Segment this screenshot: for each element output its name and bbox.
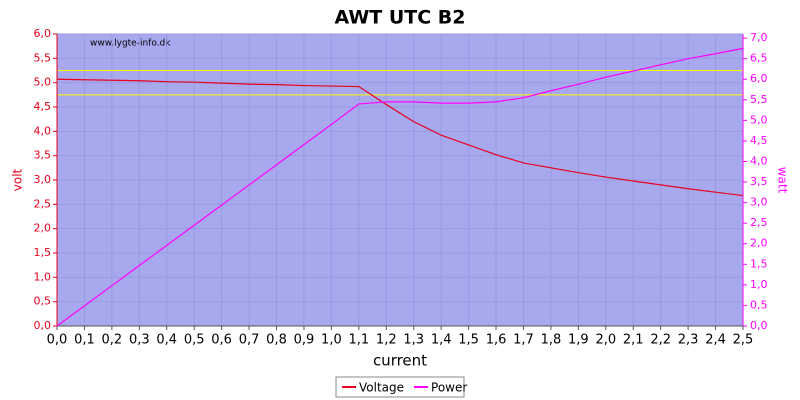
y-axis-title: volt: [11, 168, 25, 191]
y-tick-label: 5,5: [34, 51, 52, 64]
y-tick-label: 4,5: [34, 100, 52, 113]
y2-axis-title: watt: [776, 167, 790, 194]
y2-tick-label: 0,5: [750, 298, 768, 311]
y2-tick-label: 3,5: [750, 175, 768, 188]
legend-label: Voltage: [359, 381, 404, 395]
y2-tick-label: 0,0: [750, 319, 768, 332]
y-tick-label: 4,0: [34, 124, 52, 137]
legend-box: [335, 376, 465, 398]
y2-tick-label: 4,5: [750, 134, 768, 147]
series-line: [56, 78, 744, 197]
x-tick-label: 1,2: [376, 333, 397, 348]
watermark: www.lygte-info.dk: [90, 39, 171, 49]
y2-tick-label: 4,0: [750, 154, 768, 167]
y-tick-label: 5,0: [34, 76, 52, 89]
x-tick-label: 0,5: [184, 333, 205, 348]
x-tick-label: 1,8: [541, 333, 562, 348]
y2-tick-label: 1,0: [750, 278, 768, 291]
chart-title: AWT UTC B2: [334, 7, 465, 29]
y2-tick-label: 6,0: [750, 72, 768, 85]
x-tick-label: 1,6: [486, 333, 507, 348]
y-tick-label: 0,0: [34, 319, 52, 332]
x-tick-label: 1,5: [458, 333, 479, 348]
y2-tick-label: 3,0: [750, 196, 768, 209]
y2-tick-label: 6,5: [750, 52, 768, 65]
x-tick-label: 0,9: [294, 333, 315, 348]
x-tick-label: 1,0: [321, 333, 342, 348]
x-tick-label: 0,0: [47, 333, 68, 348]
legend-label: Power: [431, 381, 467, 395]
series-line: [56, 47, 744, 327]
x-tick-label: 1,4: [431, 333, 452, 348]
y2-tick-label: 1,5: [750, 257, 768, 270]
y2-tick-label: 2,0: [750, 237, 768, 250]
y-tick-label: 0,5: [34, 295, 52, 308]
y-tick-label: 1,0: [34, 270, 52, 283]
y2-tick-label: 2,5: [750, 216, 768, 229]
y-tick-label: 2,5: [34, 197, 52, 210]
x-tick-label: 1,9: [568, 333, 589, 348]
x-tick-label: 0,7: [239, 333, 260, 348]
x-tick-label: 2,2: [650, 333, 671, 348]
x-tick-label: 2,3: [678, 333, 699, 348]
x-tick-label: 0,6: [211, 333, 232, 348]
x-tick-label: 0,1: [74, 333, 95, 348]
y-tick-label: 6,0: [34, 27, 52, 40]
x-axis-title: current: [373, 352, 427, 370]
y-tick-label: 1,5: [34, 246, 52, 259]
x-tick-label: 0,2: [102, 333, 123, 348]
x-tick-label: 1,3: [403, 333, 424, 348]
x-tick-label: 1,7: [513, 333, 534, 348]
y2-tick-label: 7,0: [750, 31, 768, 44]
x-tick-label: 2,5: [733, 333, 754, 348]
x-tick-label: 0,3: [129, 333, 150, 348]
x-tick-label: 2,4: [705, 333, 726, 348]
x-tick-label: 2,0: [595, 333, 616, 348]
y-tick-label: 3,5: [34, 149, 52, 162]
y-tick-label: 2,0: [34, 222, 52, 235]
y2-tick-label: 5,5: [750, 93, 768, 106]
x-tick-label: 0,8: [266, 333, 287, 348]
x-tick-label: 0,4: [156, 333, 177, 348]
y-tick-label: 3,0: [34, 173, 52, 186]
x-tick-label: 2,1: [623, 333, 644, 348]
y2-tick-label: 5,0: [750, 113, 768, 126]
x-tick-label: 1,1: [348, 333, 369, 348]
